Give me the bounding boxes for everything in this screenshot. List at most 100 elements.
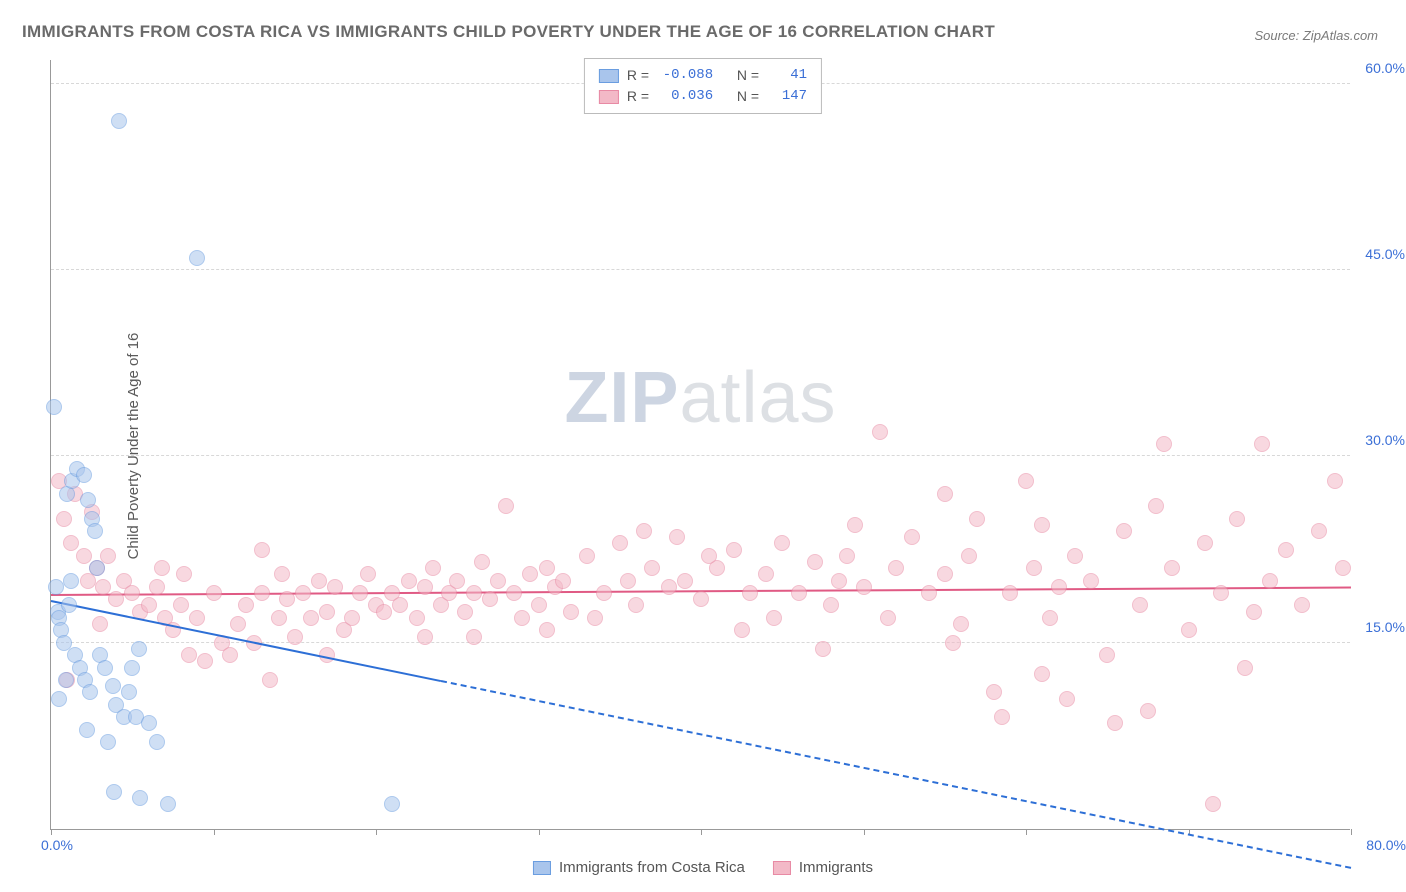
data-point [425,560,441,576]
data-point [1164,560,1180,576]
x-axis-max-label: 80.0% [1366,837,1406,853]
data-point [888,560,904,576]
data-point [807,554,823,570]
data-point [376,604,392,620]
stats-legend-row: R =0.036 N =147 [599,86,807,107]
data-point [693,591,709,607]
data-point [106,784,122,800]
data-point [181,647,197,663]
legend-swatch [599,90,619,104]
data-point [141,715,157,731]
data-point [726,542,742,558]
data-point [506,585,522,601]
data-point [271,610,287,626]
data-point [274,566,290,582]
data-point [1116,523,1132,539]
data-point [734,622,750,638]
data-point [986,684,1002,700]
x-tick [214,829,215,835]
data-point [82,684,98,700]
data-point [189,610,205,626]
y-tick-label: 30.0% [1365,432,1405,448]
data-point [514,610,530,626]
data-point [539,560,555,576]
data-point [1132,597,1148,613]
data-point [847,517,863,533]
x-tick [864,829,865,835]
data-point [262,672,278,688]
data-point [61,597,77,613]
data-point [766,610,782,626]
data-point [51,691,67,707]
data-point [1213,585,1229,601]
data-point [490,573,506,589]
source-attribution: Source: ZipAtlas.com [1254,28,1378,43]
data-point [303,610,319,626]
data-point [417,579,433,595]
data-point [1034,517,1050,533]
data-point [1229,511,1245,527]
data-point [1327,473,1343,489]
data-point [1067,548,1083,564]
data-point [636,523,652,539]
data-point [856,579,872,595]
data-point [417,629,433,645]
n-label: N = [737,65,759,86]
data-point [76,467,92,483]
data-point [474,554,490,570]
data-point [311,573,327,589]
data-point [319,604,335,620]
data-point [111,113,127,129]
data-point [831,573,847,589]
data-point [287,629,303,645]
data-point [1156,436,1172,452]
data-point [555,573,571,589]
data-point [880,610,896,626]
chart-title: IMMIGRANTS FROM COSTA RICA VS IMMIGRANTS… [22,22,995,42]
r-label: R = [627,86,649,107]
data-point [1181,622,1197,638]
stats-legend-row: R =-0.088 N =41 [599,65,807,86]
data-point [1205,796,1221,812]
data-point [628,597,644,613]
data-point [449,573,465,589]
data-point [1099,647,1115,663]
data-point [1246,604,1262,620]
y-tick-label: 45.0% [1365,246,1405,262]
data-point [921,585,937,601]
data-point [392,597,408,613]
legend-label: Immigrants [799,859,873,876]
data-point [1107,715,1123,731]
data-point [149,579,165,595]
n-value: 41 [767,65,807,86]
data-point [197,653,213,669]
data-point [587,610,603,626]
data-point [1026,560,1042,576]
data-point [384,796,400,812]
data-point [758,566,774,582]
gridline [51,455,1350,456]
data-point [1051,579,1067,595]
data-point [108,591,124,607]
data-point [661,579,677,595]
data-point [1140,703,1156,719]
data-point [937,566,953,582]
data-point [815,641,831,657]
data-point [531,597,547,613]
data-point [154,560,170,576]
data-point [141,597,157,613]
data-point [945,635,961,651]
data-point [132,790,148,806]
legend-swatch [533,861,551,875]
data-point [579,548,595,564]
data-point [466,585,482,601]
data-point [1148,498,1164,514]
plot-area: ZIPatlas 0.0% 80.0% 15.0%30.0%45.0%60.0% [50,60,1350,830]
data-point [76,548,92,564]
data-point [124,585,140,601]
data-point [1254,436,1270,452]
data-point [644,560,660,576]
data-point [189,250,205,266]
data-point [1197,535,1213,551]
data-point [994,709,1010,725]
